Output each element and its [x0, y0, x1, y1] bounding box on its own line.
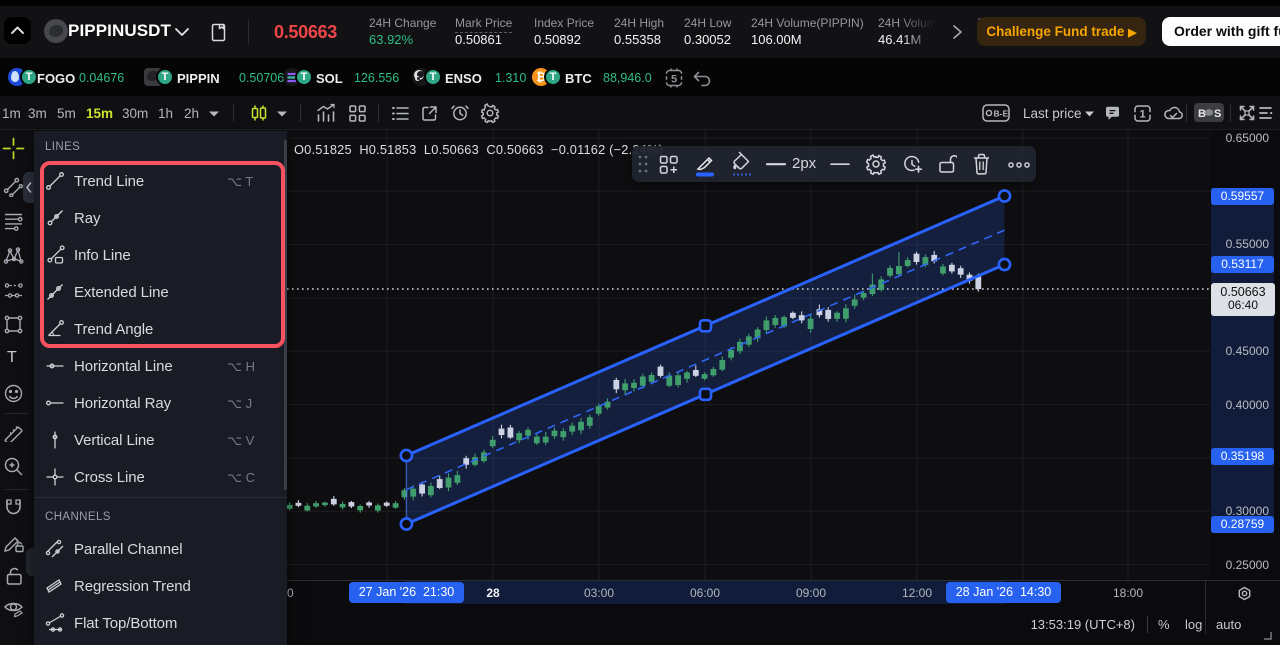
svg-text:S: S — [1214, 108, 1221, 120]
svg-text:B: B — [1198, 108, 1206, 120]
svg-text:1: 1 — [1139, 109, 1145, 121]
svg-text:B-E: B-E — [994, 109, 1009, 119]
svg-text:5: 5 — [671, 74, 677, 86]
